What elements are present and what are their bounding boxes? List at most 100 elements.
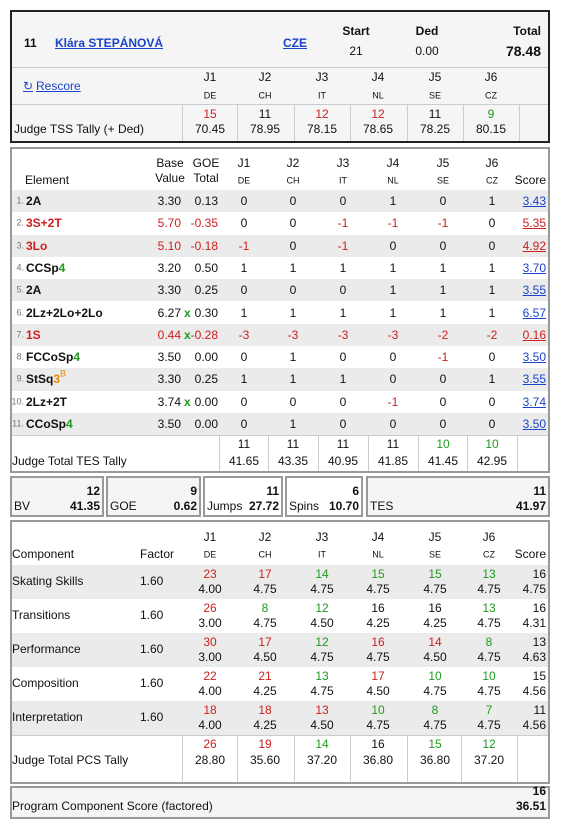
judge-goe: 1 <box>289 417 297 431</box>
judge-goe: 0 <box>339 394 347 409</box>
judge-mark: 4.75 <box>477 718 501 732</box>
judge-mark: 4.75 <box>477 650 501 664</box>
judge-rank: 14 <box>428 635 442 649</box>
judge-score: 78.15 <box>306 122 338 136</box>
judge-nation: CZ <box>485 90 497 101</box>
pcs-total-box <box>10 786 550 819</box>
judge-goe: 0 <box>389 238 397 253</box>
element-score[interactable]: 3.55 <box>522 372 546 387</box>
judge-rank: 19 <box>258 737 272 751</box>
row-number: 3. <box>16 240 24 251</box>
element-score[interactable]: 3.50 <box>522 350 546 365</box>
judge-mark: 4.75 <box>477 582 501 596</box>
judge-rank: 15 <box>203 107 217 121</box>
summary-rank: 6 <box>352 484 359 498</box>
judge-rank: 11 <box>258 107 272 121</box>
row-bg <box>12 633 548 667</box>
judge-rank: 14 <box>315 567 329 581</box>
judge-total: 36.80 <box>419 753 451 767</box>
element-name: 2Lz+2T <box>26 394 68 409</box>
rescore-icon[interactable]: ↻ <box>23 79 34 93</box>
nation[interactable]: CZE <box>283 36 307 50</box>
judge-goe: 0 <box>488 216 496 231</box>
summary-value: 41.35 <box>69 499 100 513</box>
component-rank: 16 <box>532 567 546 581</box>
divider <box>12 735 548 736</box>
judge-goe: 1 <box>389 305 397 320</box>
element-score[interactable]: 3.55 <box>522 283 546 298</box>
col-header: Factor <box>140 547 175 561</box>
judge-goe: 0 <box>389 417 397 431</box>
judge-goe: 0 <box>339 283 347 298</box>
judge-id: J6 <box>482 530 496 544</box>
tally-label: Judge Total PCS Tally <box>12 753 129 767</box>
judge-mark: 4.75 <box>253 616 277 630</box>
judge-mark: 4.50 <box>253 650 277 664</box>
judge-id: J4 <box>386 156 400 170</box>
goe-total: -0.18 <box>190 238 218 253</box>
pcs-value: 36.51 <box>515 799 546 813</box>
element-score[interactable]: 3.70 <box>522 260 546 275</box>
divider <box>517 436 518 471</box>
judge-goe: 0 <box>240 194 248 208</box>
judge-goe: 1 <box>439 305 447 320</box>
summary-box <box>10 476 104 517</box>
judge-rank: 12 <box>315 635 329 649</box>
goe-total: 0.30 <box>194 305 218 320</box>
summary-value: 0.62 <box>173 499 197 513</box>
judge-rank: 8 <box>431 703 439 717</box>
judge-id: J2 <box>286 156 300 170</box>
judge-id: J3 <box>315 530 329 544</box>
judge-total: 37.20 <box>306 753 338 767</box>
judge-rank: 12 <box>371 107 385 121</box>
judge-goe: -1 <box>337 216 349 231</box>
row-bg <box>12 701 548 735</box>
col-header: Value <box>155 171 185 185</box>
judge-goe: -2 <box>437 327 449 342</box>
judge-mark: 4.25 <box>366 616 390 630</box>
judge-score: 78.95 <box>249 122 281 136</box>
judge-rank: 17 <box>258 567 272 581</box>
base-value: 0.44 <box>157 327 181 342</box>
header-box <box>10 10 550 143</box>
base-value: 3.50 <box>157 417 181 431</box>
divider <box>12 104 548 105</box>
judge-rank: 13 <box>482 567 496 581</box>
judge-rank: 15 <box>428 737 442 751</box>
element-name: 3S+2T <box>26 216 62 231</box>
judge-goe: -3 <box>337 327 349 342</box>
element-name: 1S <box>26 327 41 342</box>
col-header: Component <box>12 547 75 561</box>
judge-mark: 4.00 <box>198 582 222 596</box>
judge-total: 28.80 <box>194 753 226 767</box>
judge-rank: 18 <box>203 703 217 717</box>
judge-rank: 17 <box>371 669 385 683</box>
judge-goe: 0 <box>289 283 297 298</box>
element-score[interactable]: 4.92 <box>522 238 546 253</box>
judge-mark: 4.75 <box>310 650 334 664</box>
element-score[interactable]: 3.43 <box>522 194 546 208</box>
judge-mark: 4.00 <box>198 684 222 698</box>
tally-label: Judge Total TES Tally <box>12 454 127 468</box>
rescore-link[interactable]: Rescore <box>36 79 81 93</box>
element-score[interactable]: 0.16 <box>522 327 546 342</box>
judge-rank: 13 <box>315 669 329 683</box>
judge-mark: 4.00 <box>198 718 222 732</box>
judge-goe: 1 <box>289 260 297 275</box>
element-score[interactable]: 3.74 <box>522 394 546 409</box>
base-value: 3.20 <box>157 260 181 275</box>
element-score[interactable]: 6.57 <box>522 305 546 320</box>
judge-nation: NL <box>387 175 399 186</box>
row-number: 9. <box>16 373 24 384</box>
judge-goe: 0 <box>240 417 248 431</box>
divider <box>237 105 238 141</box>
judge-goe: 0 <box>240 283 248 298</box>
judge-total: 43.35 <box>277 454 309 468</box>
judge-id: J4 <box>371 530 385 544</box>
element-score[interactable]: 5.35 <box>522 216 546 231</box>
skater-name[interactable]: Klára STEPÁNOVÁ <box>55 36 164 50</box>
judge-mark: 4.75 <box>423 718 447 732</box>
element-score[interactable]: 3.50 <box>522 417 546 431</box>
goe-total: 0.00 <box>194 417 218 431</box>
start: 21 <box>349 44 363 58</box>
